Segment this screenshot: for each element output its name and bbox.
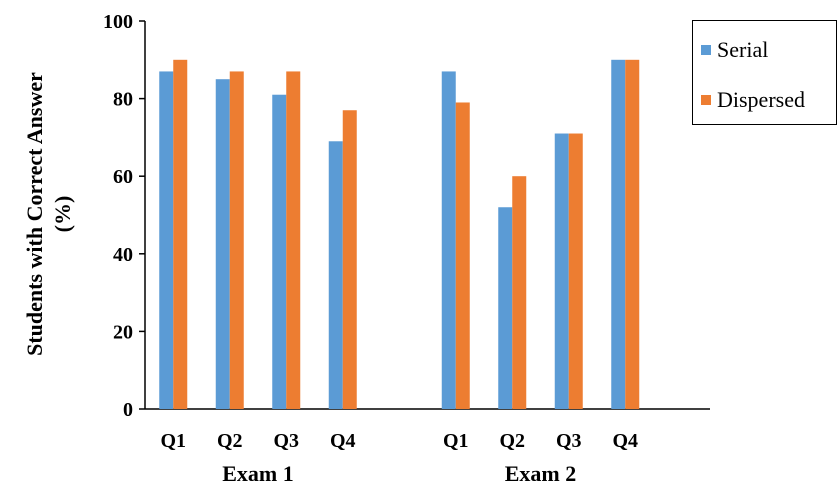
- x-tick-label: Q2: [499, 430, 525, 452]
- legend-swatch-dispersed: [701, 95, 711, 105]
- group-label: Exam 2: [505, 461, 577, 486]
- y-axis-label-line2: (%): [50, 196, 75, 233]
- bars: [159, 59, 640, 410]
- bar-dispersed-exam2-q2: [512, 176, 527, 409]
- y-tick-label: 80: [113, 89, 133, 111]
- legend-label-serial: Serial: [717, 37, 769, 62]
- x-tick-label: Q3: [556, 430, 582, 452]
- bar-serial-exam1-q2: [215, 79, 230, 409]
- x-tick-label: Q4: [330, 430, 356, 452]
- bar-serial-exam2-q4: [611, 59, 626, 410]
- y-tick-label: 40: [113, 244, 133, 266]
- bar-serial-exam1-q4: [328, 141, 343, 409]
- bar-serial-exam1-q3: [272, 94, 287, 409]
- y-axis: 0 20 40 60 80 100: [103, 11, 146, 421]
- bar-serial-exam2-q2: [498, 207, 513, 409]
- y-tick-label: 0: [123, 399, 133, 421]
- bar-dispersed-exam2-q4: [625, 59, 640, 410]
- legend-label-dispersed: Dispersed: [717, 87, 805, 112]
- legend-item-dispersed: Dispersed: [701, 87, 805, 113]
- bar-dispersed-exam2-q1: [455, 102, 470, 409]
- bar-dispersed-exam1-q2: [229, 71, 244, 409]
- x-tick-labels: Q1 Q2 Q3 Q4 Q1 Q2 Q3 Q4: [160, 430, 638, 452]
- bar-dispersed-exam1-q3: [286, 71, 301, 409]
- bar-dispersed-exam1-q1: [173, 59, 188, 410]
- x-tick-label: Q3: [273, 430, 299, 452]
- y-tick-label: 20: [113, 321, 133, 343]
- bar-dispersed-exam1-q4: [342, 110, 357, 410]
- x-tick-label: Q1: [160, 430, 186, 452]
- x-tick-label: Q2: [217, 430, 243, 452]
- y-axis-label-line1: Students with Correct Answer: [22, 72, 47, 356]
- bar-serial-exam2-q3: [554, 133, 569, 409]
- legend-item-serial: Serial: [701, 37, 768, 63]
- x-tick-label: Q4: [612, 430, 638, 452]
- legend: Serial Dispersed: [692, 20, 837, 125]
- bar-serial-exam1-q1: [159, 71, 174, 409]
- group-label: Exam 1: [222, 461, 294, 486]
- bar-serial-exam2-q1: [441, 71, 456, 409]
- group-labels: Exam 1 Exam 2: [222, 461, 576, 486]
- y-tick-label: 60: [113, 166, 133, 188]
- y-tick-label: 100: [103, 11, 133, 33]
- legend-swatch-serial: [701, 45, 711, 55]
- x-tick-label: Q1: [443, 430, 469, 452]
- bar-dispersed-exam2-q3: [568, 133, 583, 409]
